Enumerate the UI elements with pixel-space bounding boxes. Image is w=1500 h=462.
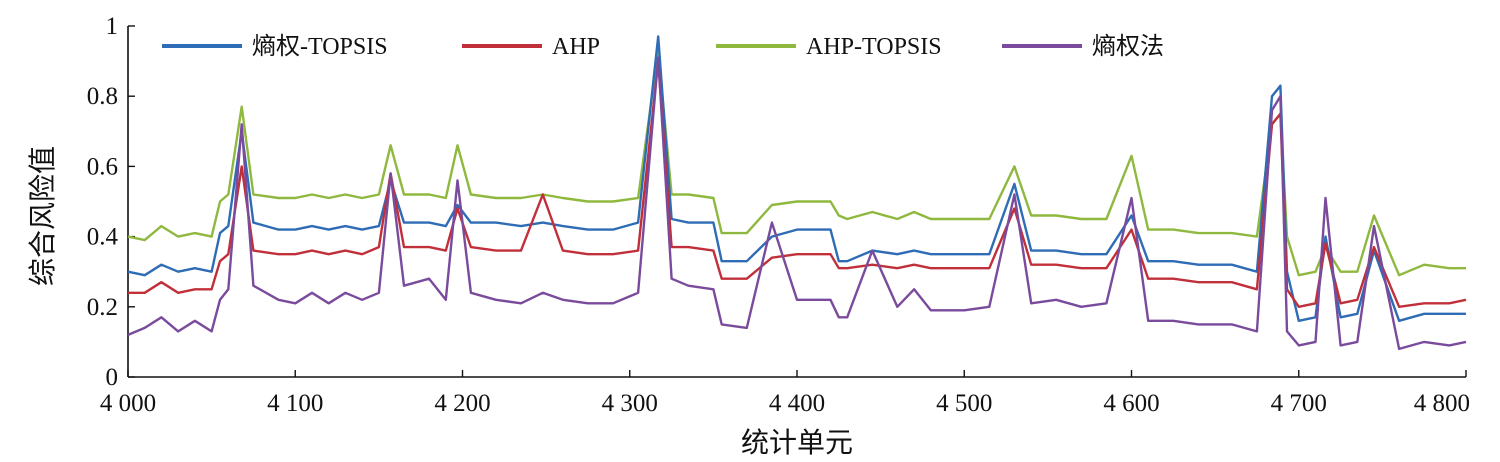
legend-label-3: 熵权法: [1092, 33, 1164, 60]
legend-label-1: AHP: [552, 34, 600, 60]
x-tick-label: 4 800: [1414, 390, 1470, 417]
x-tick-group: 4 000 4 100 4 200 4 300 4 400 4 500 4 600 4 700…: [100, 370, 1470, 417]
x-axis-title: 统计单元: [741, 426, 853, 459]
x-tick-label: 4 600: [1103, 390, 1159, 417]
series-line-1: [128, 59, 1467, 308]
y-tick-label: 0.6: [87, 153, 118, 180]
x-tick-label: 4 200: [434, 390, 490, 417]
y-tick-label: 0.2: [87, 294, 118, 321]
x-tick-label: 4 500: [936, 390, 992, 417]
series-line-3: [127, 56, 1467, 351]
x-tick-label: 4 700: [1271, 390, 1327, 417]
x-tick-label: 4 100: [267, 390, 323, 417]
legend-label-0: 熵权-TOPSIS: [252, 33, 388, 60]
series-lines: [127, 35, 1467, 351]
y-tick-label: 0.8: [87, 83, 118, 110]
series-line-0: [127, 35, 1466, 322]
y-tick-label: 0: [106, 364, 119, 391]
x-tick-label: 4 300: [602, 390, 658, 417]
y-tick-label: 0.4: [87, 224, 119, 251]
y-axis-title: 综合风险值: [26, 146, 59, 286]
y-tick-label: 1: [106, 13, 119, 40]
chart-legend: 熵权-TOPSIS AHP AHP-TOPSIS 熵权法: [162, 33, 1164, 60]
y-tick-group: 0 0.2 0.4 0.6 0.8 1: [87, 13, 135, 391]
legend-label-2: AHP-TOPSIS: [806, 34, 942, 60]
x-tick-label: 4 000: [100, 390, 156, 417]
x-tick-label: 4 400: [769, 390, 825, 417]
